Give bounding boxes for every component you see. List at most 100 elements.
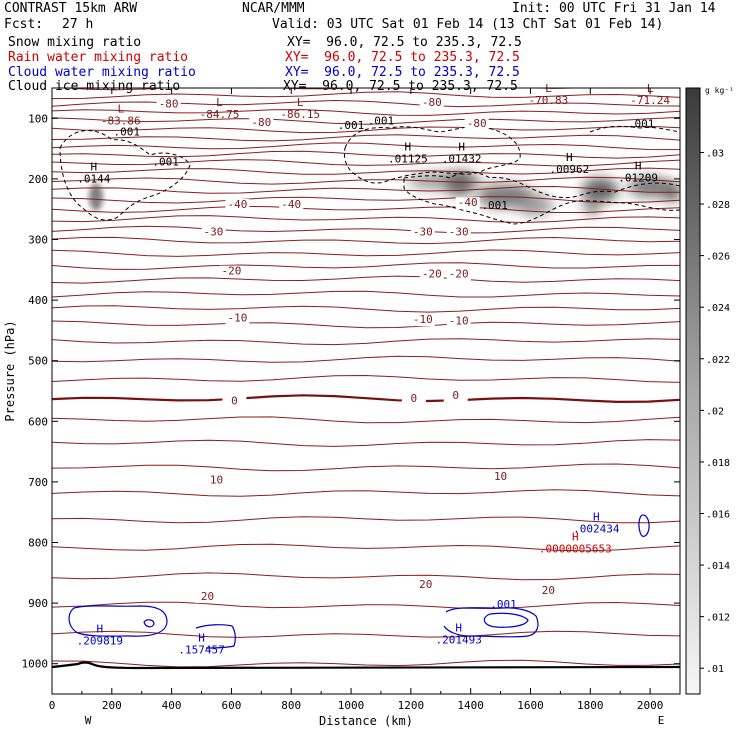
isotherm-line [52,185,680,194]
isotherm-line [52,439,680,447]
x-tick-label: 1600 [517,699,544,712]
temperature-label: -20 [221,265,241,278]
isotherm-line [52,305,680,313]
extremum-marker: H [635,160,642,173]
x-tick-label: 0 [49,699,56,712]
y-axis-label: Pressure (hPa) [3,320,17,421]
extremum-value: .201493 [436,633,482,646]
isotherm-line [52,463,680,472]
isotherm-line [52,134,680,142]
temp-label-bg [156,98,181,111]
temp-label-bg [225,198,250,211]
isotherm-line [52,489,680,497]
temperature-label: 20 [201,590,214,603]
extremum-marker: H [572,530,579,543]
east-label: E [658,714,665,727]
y-tick-label: 1000 [22,658,49,671]
contour-label: .001 [490,598,517,611]
y-tick-label: 900 [28,597,48,610]
y-tick-label: 800 [28,537,48,550]
contour-label: .001 [338,119,365,132]
colorbar-gradient [685,87,701,695]
isotherm-line [52,275,680,284]
x-tick-label: 200 [102,699,122,712]
model-title: CONTRAST 15km ARW [4,1,138,16]
temp-label-bg [219,265,244,278]
temperature-label: 20 [542,584,555,597]
temperature-label: -20 [422,268,442,281]
y-tick-label: 600 [28,415,48,428]
isotherm-line [52,205,680,213]
cloud-water-contour-sw [68,605,168,637]
extremum-value: .01125 [388,153,428,166]
temp-label-bg [446,315,471,328]
extremum-marker: H [198,632,205,645]
isotherm-line [52,150,680,159]
colorbar-tick-label: .028 [706,200,730,211]
extremum-marker: H [566,151,573,164]
temperature-label: 10 [494,470,507,483]
x-tick-label: 600 [221,699,241,712]
legend-cloudwater-xy: XY= 96.0, 72.5 to 235.3, 72.5 [285,65,520,80]
isotherm-line [52,167,680,175]
extremum-marker: L [216,96,223,109]
x-tick-label: 400 [162,699,182,712]
isotherm-line [52,249,680,257]
temperature-label: -80 [251,116,271,129]
temperature-label: 0 [231,394,238,407]
extremum-value: -84.75 [200,108,240,121]
temp-label-bg [413,578,438,591]
contour-label: .001 [628,117,655,130]
extremum-value: .01209 [618,172,658,185]
isotherm-line [52,99,680,108]
isotherm-line [52,572,680,581]
temperature-label: -30 [204,225,224,238]
temperature-contours [52,88,680,668]
x-tick-label: 1400 [457,699,484,712]
fcst-label: Fcst: [4,17,44,32]
contour-label: .001 [114,125,141,138]
y-tick-label: 200 [28,173,48,186]
x-tick-label: 1800 [577,699,604,712]
temp-label-bg [204,474,229,487]
contour-labels: -80 -80 -80 -80 -40 -40 -40 -30 -30 -30 -20 -20 -20 -… [77,82,671,657]
y-tick-label: 700 [28,476,48,489]
colorbar-tick-label: .03 [706,148,724,159]
extremum-marker: L [117,103,124,116]
isotherm-line [61,88,591,91]
temperature-label: 10 [210,474,223,487]
colorbar-tick-label: .012 [706,613,730,624]
x-tick-label: 800 [281,699,301,712]
temp-label-bg [464,117,489,130]
colorbar-tick-label: .022 [706,355,730,366]
x-tick-label: 1000 [338,699,365,712]
extremum-value: .00962 [549,163,589,176]
cloud-water-contour-se [443,607,539,638]
isotherm-line [52,159,680,167]
x-tick-label: 2000 [637,699,664,712]
extremum-marker: H [458,141,465,154]
y-tick-label: 100 [28,112,48,125]
colorbar-tick-label: .018 [706,458,730,469]
temperature-label: 0 [452,389,459,402]
extremum-value: -70.83 [529,94,569,107]
center-name: NCAR/MMM [242,1,305,16]
cloud-water-contour-s2 [195,624,236,649]
temperature-label: -10 [449,314,469,327]
fcst-value: 27 h [62,17,94,32]
x-axis-label: Distance (km) [319,714,413,728]
axes: 0 200 400 600 800 1000 1200 1400 1600 1800 2000100… [3,88,680,728]
isotherm-line [52,320,680,329]
terrain-line [51,661,681,670]
isotherm-line [52,262,680,270]
extremum-value: .0000005653 [539,542,612,555]
temperature-label: -30 [413,225,433,238]
temp-label-bg [419,97,444,110]
temp-label-bg [419,268,444,281]
contour-label: .001 [368,114,395,127]
temp-label-bg [446,268,471,281]
extremum-value: .157457 [178,644,224,657]
init-time: Init: 00 UTC Fri 31 Jan 14 [512,1,716,16]
plot-frame [51,87,681,695]
extremum-value: .01432 [442,153,482,166]
